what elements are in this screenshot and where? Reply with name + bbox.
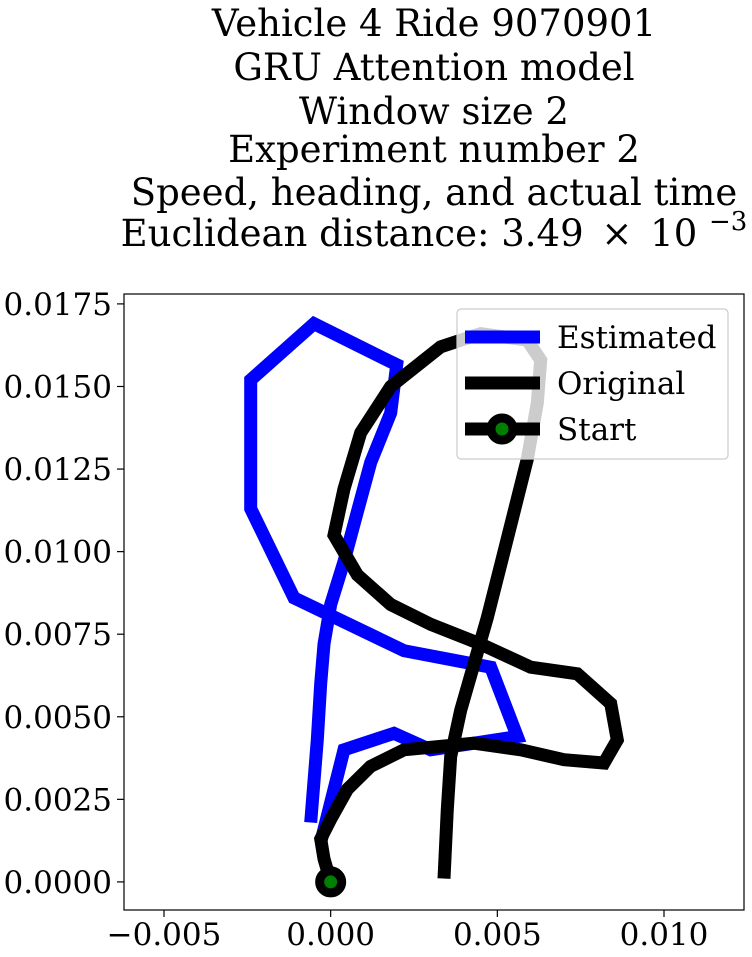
legend-label-original: Original <box>557 366 685 402</box>
title-distance-prefix: Euclidean distance: 3.49 <box>121 212 584 255</box>
series-layer <box>244 315 625 898</box>
y-tick-label: 0.0175 <box>4 287 112 323</box>
legend-label-start: Start <box>557 412 637 448</box>
y-tick-label: 0.0025 <box>4 782 112 818</box>
title-distance-times: × <box>601 212 632 255</box>
y-tick-label: 0.0075 <box>4 617 112 653</box>
plot-area-frame <box>123 293 745 911</box>
x-tick-label: 0.005 <box>453 917 542 953</box>
title-line-4: Experiment number 2 <box>228 128 640 171</box>
y-tick-label: 0.0125 <box>4 452 112 488</box>
start-point-marker <box>315 866 347 898</box>
y-axis: 0.0000 0.0025 0.0050 0.0075 0.0100 0.0125 0.01… <box>4 287 124 901</box>
legend: Estimated Original Start <box>456 308 729 460</box>
x-tick-label: 0.010 <box>620 917 709 953</box>
y-tick-label: 0.0050 <box>4 700 112 736</box>
x-tick-label: −0.005 <box>107 917 222 953</box>
legend-marker-start <box>486 413 518 445</box>
series-line-original <box>313 326 625 884</box>
title-line-2: GRU Attention model <box>233 46 634 89</box>
x-axis: −0.005 0.000 0.005 0.010 <box>107 910 709 953</box>
x-tick-label: 0.000 <box>286 917 375 953</box>
title-line-6: Euclidean distance: 3.49 × 10 −3 <box>121 207 748 255</box>
legend-label-estimated: Estimated <box>557 320 716 356</box>
legend-box <box>456 308 729 460</box>
y-tick-label: 0.0100 <box>4 535 112 571</box>
y-tick-label: 0.0150 <box>4 369 112 405</box>
chart-title: Vehicle 4 Ride 9070901 GRU Attention mod… <box>121 2 748 255</box>
y-tick-label: 0.0000 <box>4 865 112 901</box>
title-line-5: Speed, heading, and actual time <box>131 171 738 214</box>
title-line-3: Window size 2 <box>299 90 569 133</box>
title-distance-base: 10 <box>650 212 697 255</box>
title-line-1: Vehicle 4 Ride 9070901 <box>211 2 656 45</box>
title-distance-exponent: −3 <box>709 207 747 237</box>
